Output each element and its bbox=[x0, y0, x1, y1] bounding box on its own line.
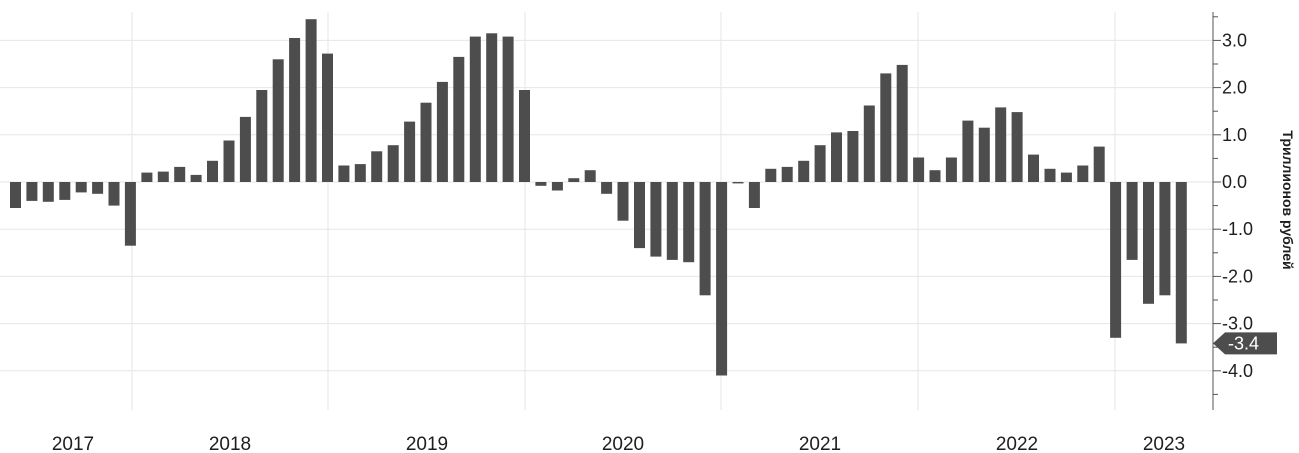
bar bbox=[601, 182, 613, 194]
bar bbox=[26, 182, 38, 201]
bar bbox=[338, 165, 350, 182]
bar bbox=[666, 182, 678, 260]
bar bbox=[896, 64, 908, 182]
bar bbox=[469, 36, 481, 182]
bar bbox=[354, 164, 366, 182]
y-tick-label: -1.0 bbox=[1222, 219, 1253, 239]
bar bbox=[1110, 182, 1122, 338]
bar bbox=[157, 171, 169, 182]
bar bbox=[10, 182, 21, 208]
last-value-badge bbox=[1213, 332, 1277, 355]
bar bbox=[322, 53, 333, 182]
bar bbox=[929, 170, 941, 182]
bar bbox=[289, 38, 301, 182]
bar bbox=[814, 145, 826, 182]
bar bbox=[1060, 172, 1072, 182]
bar bbox=[174, 166, 186, 182]
y-tick-label: -2.0 bbox=[1222, 266, 1253, 286]
bar bbox=[847, 131, 859, 182]
bar bbox=[75, 182, 87, 193]
bar bbox=[223, 140, 235, 182]
bar bbox=[568, 178, 580, 182]
bar bbox=[1077, 165, 1089, 182]
y-tick-label: -3.0 bbox=[1222, 314, 1253, 334]
bar bbox=[962, 120, 974, 182]
bar bbox=[453, 56, 465, 182]
bar bbox=[765, 168, 777, 182]
bar bbox=[863, 105, 875, 182]
last-value-marker: -3.4 bbox=[1213, 332, 1277, 355]
bar bbox=[420, 102, 432, 182]
bar bbox=[141, 172, 153, 182]
bar bbox=[781, 166, 793, 182]
bar bbox=[1028, 154, 1039, 182]
bar bbox=[551, 182, 563, 191]
bar bbox=[502, 36, 514, 182]
y-tick-label: 0.0 bbox=[1222, 172, 1247, 192]
bar bbox=[617, 182, 629, 221]
y-tick-label: 3.0 bbox=[1222, 30, 1247, 50]
bar bbox=[732, 182, 744, 184]
bar bbox=[716, 182, 728, 376]
bar bbox=[519, 90, 530, 182]
bar bbox=[371, 151, 383, 182]
y-axis-label: Триллионов рублей bbox=[1280, 130, 1296, 269]
y-tick-label: 1.0 bbox=[1222, 125, 1247, 145]
bars-layer bbox=[10, 19, 1187, 376]
x-year-label: 2020 bbox=[602, 434, 644, 453]
bar bbox=[913, 157, 925, 182]
bar bbox=[387, 145, 399, 182]
bar bbox=[584, 170, 596, 182]
bar bbox=[945, 157, 957, 182]
bar bbox=[42, 182, 54, 202]
bar bbox=[748, 182, 760, 208]
bar bbox=[978, 127, 990, 182]
x-year-label: 2021 bbox=[799, 434, 841, 453]
x-year-label: 2023 bbox=[1143, 434, 1185, 453]
bar bbox=[404, 121, 416, 182]
bar bbox=[272, 59, 284, 182]
x-year-label: 2019 bbox=[406, 434, 448, 453]
bar bbox=[699, 182, 711, 296]
bar bbox=[59, 182, 71, 200]
bar bbox=[1175, 182, 1187, 344]
bar bbox=[683, 182, 695, 263]
bar bbox=[650, 182, 662, 257]
bar bbox=[1093, 146, 1105, 182]
bar bbox=[535, 182, 547, 186]
bar bbox=[256, 90, 268, 182]
bar bbox=[995, 107, 1007, 182]
last-value-label: -3.4 bbox=[1228, 333, 1259, 353]
bar bbox=[486, 33, 498, 182]
bar bbox=[1126, 182, 1138, 260]
bar bbox=[1143, 182, 1154, 304]
x-axis-years: 2017 2018 2019 2020 2021 2022 2023 bbox=[52, 434, 1185, 453]
bar bbox=[108, 182, 120, 206]
x-year-label: 2017 bbox=[52, 434, 94, 453]
bar bbox=[798, 160, 810, 182]
bar bbox=[1044, 168, 1056, 182]
bar bbox=[190, 174, 202, 182]
y-tick-label: 2.0 bbox=[1222, 78, 1247, 98]
bar bbox=[92, 182, 104, 194]
grid-layer bbox=[0, 12, 1213, 410]
bar bbox=[436, 81, 448, 182]
bar bbox=[880, 73, 892, 182]
bar bbox=[239, 116, 251, 182]
bar bbox=[124, 182, 136, 246]
bar bbox=[634, 182, 645, 249]
y-axis: 3.0 2.0 1.0 0.0 -1.0 -2.0 -3.0 -4.0 bbox=[1212, 12, 1253, 410]
bar bbox=[207, 160, 218, 182]
x-year-label: 2018 bbox=[209, 434, 251, 453]
bar bbox=[1011, 112, 1023, 182]
x-year-label: 2022 bbox=[996, 434, 1038, 453]
bar bbox=[305, 19, 317, 183]
y-tick-label: -4.0 bbox=[1222, 361, 1253, 381]
bar bbox=[831, 132, 842, 182]
bar bbox=[1159, 182, 1171, 296]
